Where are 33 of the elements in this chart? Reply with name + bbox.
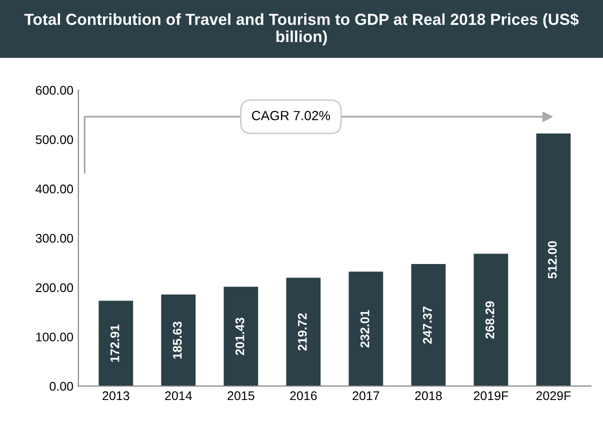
data-label: 201.43 — [235, 318, 244, 356]
y-tick-label: 200.00 — [36, 283, 74, 292]
y-tick-label: 300.00 — [36, 234, 74, 243]
x-tick-label: 2014 — [165, 391, 192, 400]
x-tick-label: 2016 — [290, 391, 317, 400]
data-label: 512.00 — [548, 241, 557, 279]
annotation: CAGR 7.02% — [252, 110, 330, 120]
bar — [348, 272, 384, 386]
data-label: 232.01 — [360, 310, 370, 348]
bar — [286, 278, 321, 386]
x-tick-label: 2019F — [474, 391, 508, 400]
bar — [98, 300, 134, 386]
bar — [474, 254, 508, 386]
data-label: 185.63 — [172, 322, 182, 359]
data-label: 219.72 — [298, 313, 307, 351]
bar — [536, 134, 571, 386]
y-tick-label: 400.00 — [36, 184, 74, 194]
x-tick-label: 2015 — [228, 391, 254, 400]
x-tick-label: 2017 — [352, 391, 380, 400]
bar — [161, 294, 196, 386]
x-tick-label: 2013 — [102, 391, 130, 400]
x-tick-label: 2018 — [415, 391, 442, 400]
chart-title: Total Contribution of Travel and Tourism to GDP at Real 2018 Prices (US$ billion) — [24, 12, 579, 46]
bar — [411, 264, 446, 386]
y-tick-label: 500.00 — [36, 135, 74, 144]
y-tick-label: 0.00 — [50, 382, 74, 391]
y-tick-label: 600.00 — [36, 86, 74, 95]
data-label: 268.29 — [485, 301, 494, 339]
data-label: 247.37 — [422, 306, 432, 344]
bar — [224, 286, 258, 386]
data-label: 172.91 — [110, 324, 120, 362]
x-tick-label: 2029F — [536, 391, 571, 400]
y-tick-label: 100.00 — [36, 332, 74, 342]
